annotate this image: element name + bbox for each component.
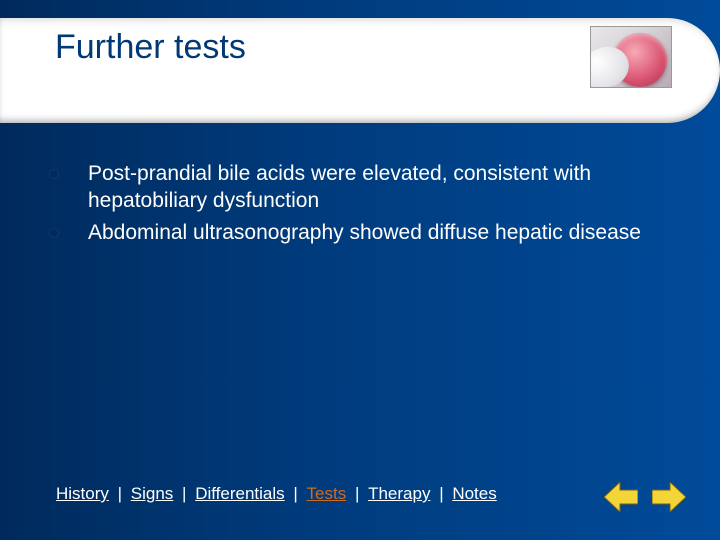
slide: Further tests Post-prandial bile acids w… [0,0,720,540]
bullet-text: Post-prandial bile acids were elevated, … [88,160,680,215]
nav-separator: | [182,484,191,503]
nav-link-differentials[interactable]: Differentials [195,484,284,503]
nav-link-history[interactable]: History [56,484,109,503]
page-title: Further tests [55,28,246,67]
bullet-icon [50,170,58,178]
list-item: Abdominal ultrasonography showed diffuse… [50,219,680,246]
header-decorative-image [590,26,672,88]
next-arrow-button[interactable] [652,482,686,512]
bullet-text: Abdominal ultrasonography showed diffuse… [88,219,641,246]
bottom-nav: History | Signs | Differentials | Tests … [56,484,497,504]
nav-link-therapy[interactable]: Therapy [368,484,430,503]
prev-arrow-button[interactable] [604,482,638,512]
list-item: Post-prandial bile acids were elevated, … [50,160,680,215]
nav-separator: | [293,484,302,503]
nav-link-signs[interactable]: Signs [131,484,174,503]
nav-separator: | [355,484,364,503]
nav-separator: | [439,484,448,503]
nav-link-notes[interactable]: Notes [452,484,496,503]
nav-link-tests[interactable]: Tests [307,484,347,503]
nav-arrows [604,482,686,512]
content-area: Post-prandial bile acids were elevated, … [50,160,680,250]
bullet-icon [50,229,58,237]
nav-separator: | [118,484,127,503]
